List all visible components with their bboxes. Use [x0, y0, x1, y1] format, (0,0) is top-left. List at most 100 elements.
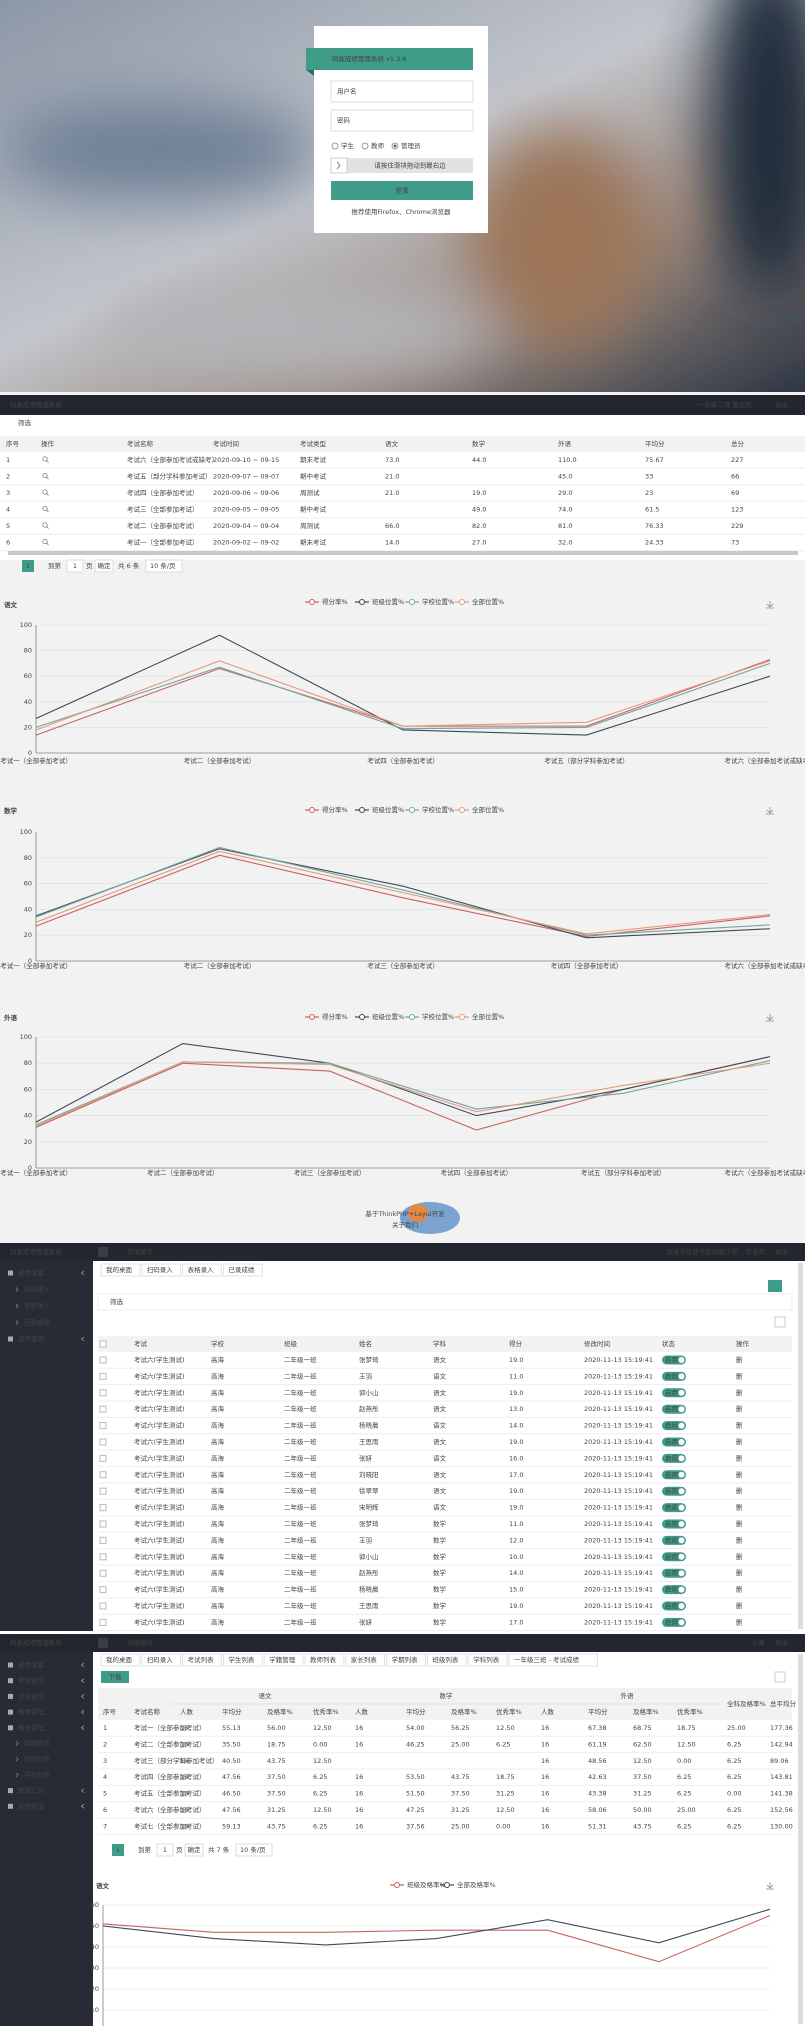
menu-toggle[interactable]	[98, 1247, 108, 1257]
table-cell[interactable]: 删	[736, 1421, 743, 1430]
view-icon[interactable]	[42, 456, 48, 462]
logout[interactable]: 退出	[775, 400, 788, 409]
menu-item[interactable]: 学生管理	[18, 1691, 45, 1700]
row-checkbox[interactable]	[99, 1389, 107, 1397]
table-cell[interactable]: 删	[736, 1519, 743, 1528]
page-confirm[interactable]	[94, 559, 114, 573]
row-checkbox[interactable]	[99, 1553, 107, 1561]
table-cell[interactable]: 删	[736, 1470, 743, 1479]
slider-handle[interactable]	[330, 157, 348, 174]
table-cell[interactable]: 删	[736, 1617, 743, 1626]
menu-item[interactable]: 成绩查询	[18, 1334, 45, 1343]
page-input[interactable]	[156, 1843, 174, 1857]
page-current[interactable]	[22, 560, 34, 572]
row-checkbox[interactable]	[99, 1405, 107, 1413]
download-icon[interactable]	[766, 601, 774, 609]
submenu-item[interactable]: 已录成绩	[24, 1318, 51, 1327]
page-size-select[interactable]	[235, 1843, 273, 1857]
table-cell[interactable]: 删	[736, 1503, 743, 1512]
table-cell[interactable]: 删	[736, 1486, 743, 1495]
menu-item[interactable]: 数据汇总	[18, 1786, 45, 1795]
columns-button[interactable]	[774, 1671, 786, 1683]
tab[interactable]	[386, 1653, 426, 1667]
legend-label[interactable]: 全部位置%	[472, 597, 504, 606]
quick-menu[interactable]: 快捷操作	[127, 1247, 154, 1256]
submenu-item[interactable]: 表格录入	[24, 1301, 51, 1310]
menu-item[interactable]: 考试管理	[18, 1676, 45, 1685]
row-checkbox[interactable]	[99, 1487, 107, 1495]
row-checkbox[interactable]	[99, 1356, 107, 1364]
submenu-item[interactable]: 学科列表	[24, 1770, 51, 1779]
legend-label[interactable]: 班级位置%	[372, 1012, 404, 1021]
logout[interactable]: 退出	[775, 1638, 788, 1647]
h-scrollbar[interactable]	[8, 551, 798, 555]
tab[interactable]	[100, 1653, 141, 1667]
download-icon[interactable]	[766, 1882, 774, 1890]
table-cell[interactable]: 删	[736, 1568, 743, 1577]
table-cell[interactable]: 删	[736, 1535, 743, 1544]
download-icon[interactable]	[766, 807, 774, 815]
row-checkbox[interactable]	[99, 1471, 107, 1479]
view-icon[interactable]	[42, 538, 48, 545]
table-cell[interactable]: 删	[736, 1355, 743, 1364]
view-icon[interactable]	[42, 472, 48, 479]
legend-label[interactable]: 班级位置%	[372, 597, 404, 606]
tab[interactable]	[304, 1653, 345, 1667]
tab[interactable]	[182, 1263, 222, 1277]
legend-label[interactable]: 得分率%	[322, 805, 348, 814]
tab[interactable]	[426, 1653, 467, 1667]
submenu-item[interactable]: 扫码录入	[24, 1285, 51, 1294]
view-icon[interactable]	[42, 505, 48, 512]
table-cell[interactable]: 删	[736, 1585, 743, 1594]
role-radio[interactable]	[331, 142, 339, 150]
download-button[interactable]	[101, 1671, 129, 1683]
tab[interactable]	[141, 1653, 182, 1667]
legend-label[interactable]: 全部位置%	[472, 805, 504, 814]
tab[interactable]	[467, 1653, 508, 1667]
row-checkbox[interactable]	[99, 1602, 107, 1610]
tab[interactable]	[141, 1263, 182, 1277]
refresh-button[interactable]	[768, 1280, 782, 1292]
menu-item[interactable]: 成绩采集	[18, 1268, 45, 1277]
legend-label[interactable]: 班级位置%	[372, 805, 404, 814]
password-input[interactable]	[330, 109, 474, 132]
row-checkbox[interactable]	[99, 1504, 107, 1512]
page-current[interactable]	[112, 1844, 124, 1856]
legend-label[interactable]: 得分率%	[322, 1012, 348, 1021]
user-name[interactable]: 李老师	[746, 1247, 766, 1256]
menu-toggle[interactable]	[98, 1638, 108, 1648]
page-confirm[interactable]	[184, 1843, 204, 1857]
row-checkbox[interactable]	[99, 1618, 107, 1626]
filter-label[interactable]: 筛选	[18, 418, 32, 427]
row-checkbox[interactable]	[99, 1372, 107, 1380]
legend-label[interactable]: 全部及格率%	[457, 1880, 496, 1889]
user-name[interactable]: 小黄	[752, 1638, 766, 1647]
logout[interactable]: 退出	[775, 1247, 788, 1256]
table-cell[interactable]: 删	[736, 1552, 743, 1561]
row-checkbox[interactable]	[99, 1438, 107, 1446]
quick-menu[interactable]: 快捷操作	[127, 1638, 154, 1647]
tab[interactable]	[100, 1263, 141, 1277]
filter-label[interactable]: 筛选	[110, 1297, 124, 1306]
legend-label[interactable]: 得分率%	[322, 597, 348, 606]
legend-label[interactable]: 班级及格率%	[407, 1880, 446, 1889]
row-checkbox[interactable]	[99, 1536, 107, 1544]
tab[interactable]	[222, 1653, 263, 1667]
table-cell[interactable]: 删	[736, 1404, 743, 1413]
columns-button[interactable]	[774, 1316, 786, 1328]
tab[interactable]	[182, 1653, 222, 1667]
tab[interactable]	[263, 1653, 304, 1667]
menu-item[interactable]: 教务管理	[18, 1723, 45, 1732]
tab[interactable]	[222, 1263, 263, 1277]
page-input[interactable]	[66, 559, 84, 573]
menu-item[interactable]: 成绩采集	[18, 1660, 45, 1669]
table-cell[interactable]: 删	[736, 1388, 743, 1397]
role-radio[interactable]	[361, 142, 369, 150]
table-cell[interactable]: 删	[736, 1371, 743, 1380]
footer-line[interactable]: 关于我们	[392, 1220, 418, 1229]
download-icon[interactable]	[766, 1014, 774, 1022]
row-checkbox[interactable]	[99, 1454, 107, 1462]
submenu-item[interactable]: 班级列表	[24, 1754, 51, 1763]
tab[interactable]	[345, 1653, 386, 1667]
login-button[interactable]	[331, 181, 473, 200]
